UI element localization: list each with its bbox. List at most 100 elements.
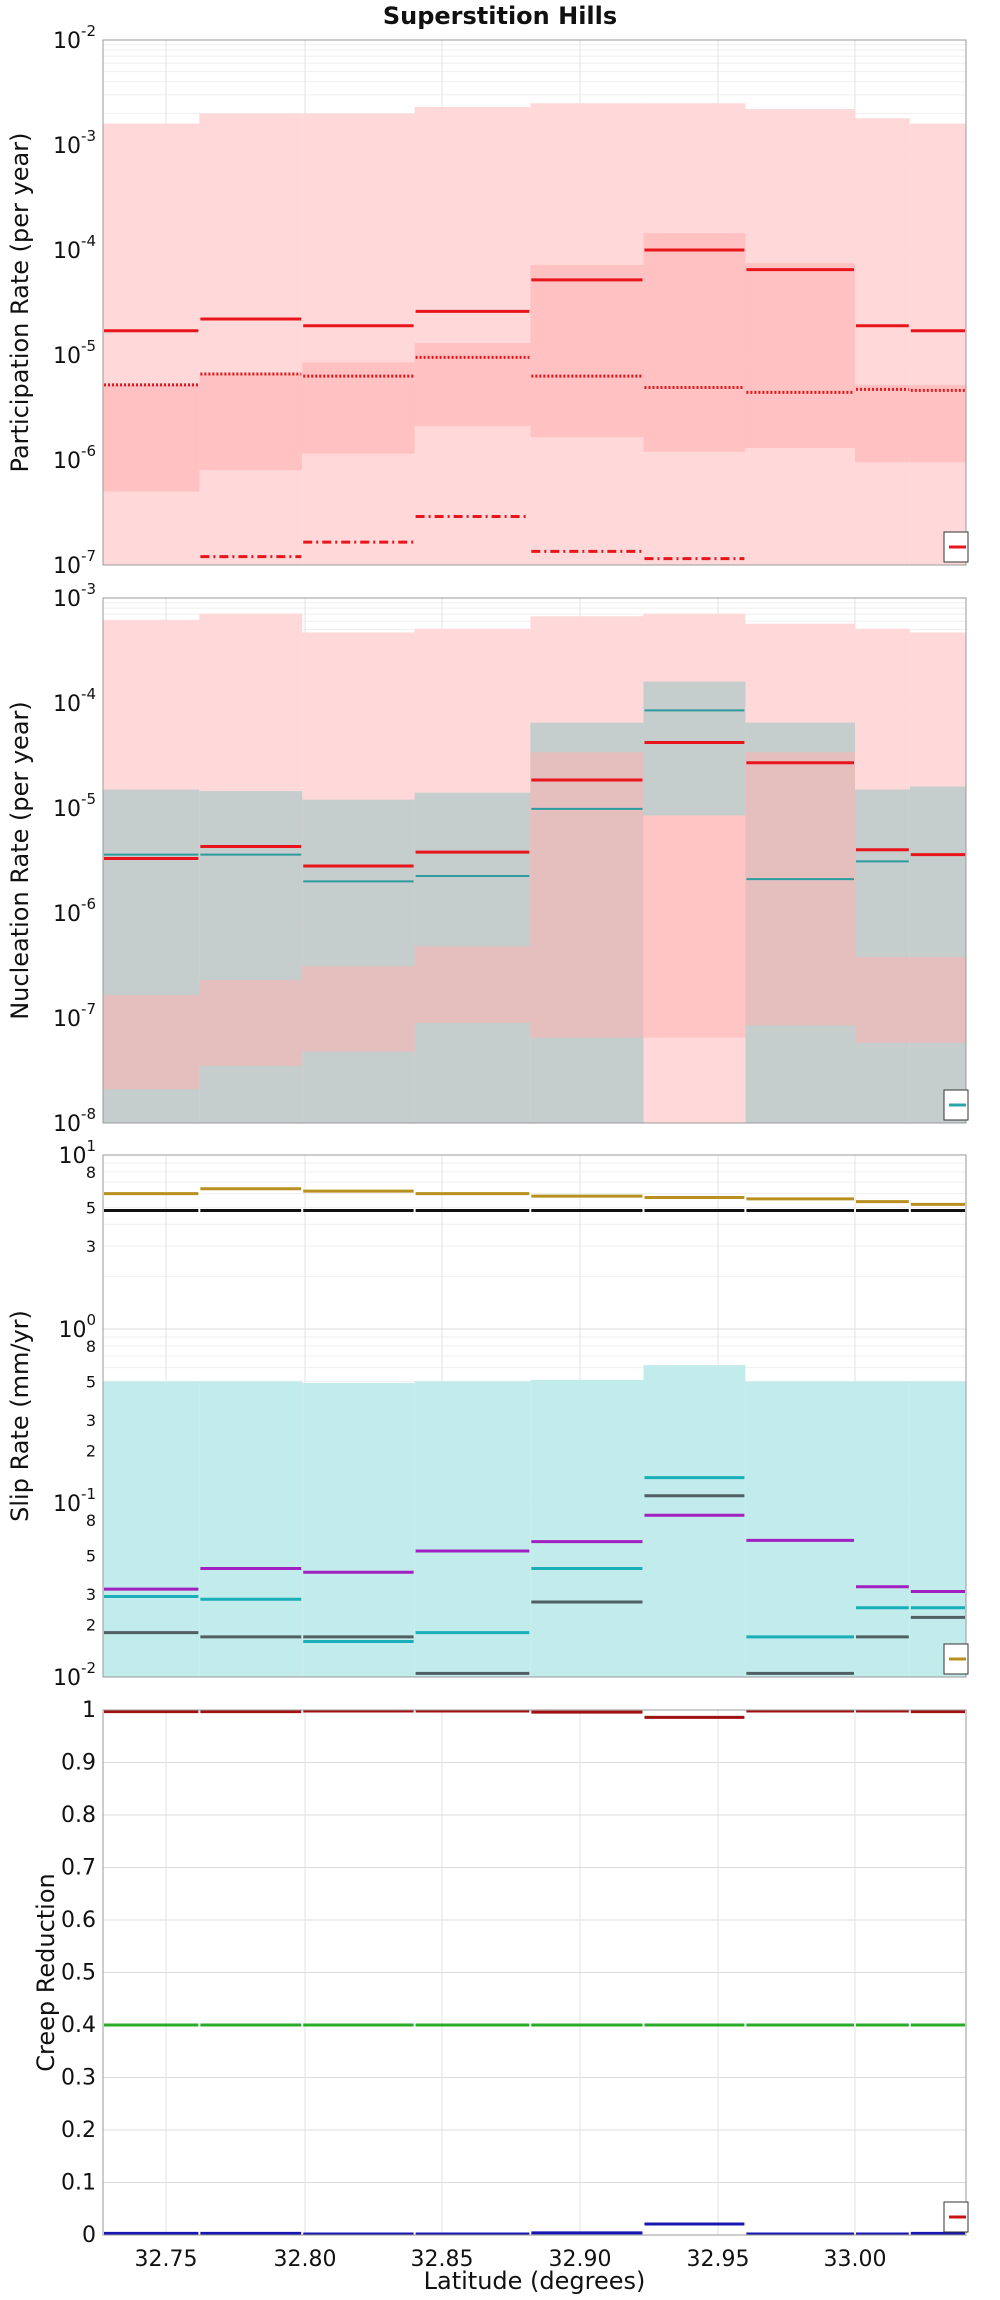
x-tick-label: 32.95 [687,2247,750,2272]
series-4 [104,1494,965,1675]
y-axis-label: Participation Rate (per year) [6,133,34,473]
y-tick-label: 10-7 [53,547,96,579]
legend [943,1089,969,1121]
band-segment [855,384,910,463]
band-segment [414,107,531,565]
band-segment [103,1381,200,1677]
y-tick-label: 10-6 [53,442,96,474]
y-tick-label: 10-7 [53,1000,96,1032]
y-tick-labels: 10-7 10-6 10-5 10-4 10-3 10-2 [53,22,96,579]
band-segment [745,263,855,449]
band-segment [643,815,746,1038]
legend [943,2201,969,2233]
y-tick-label: 10-4 [53,232,96,264]
y-minor-tick-label: 2 [86,1442,96,1461]
band-1 [103,1365,966,1677]
y-tick-label: 0.2 [61,2118,96,2143]
y-tick-label: 10-2 [53,1659,96,1691]
band-segment [199,113,303,566]
y-tick-label: 0.5 [61,1961,96,1986]
series-3 [104,2222,965,2236]
y-tick-label: 101 [58,1137,96,1169]
band-2 [103,233,966,492]
y-tick-label: 10-1 [53,1485,96,1517]
panel-4: 0 0.1 0.2 0.3 0.4 0.5 0.6 0.7 0.8 0.9 1 Creep Reduc… [32,1698,969,2295]
y-minor-tick-label: 2 [86,1616,96,1635]
band-segment [199,373,303,471]
y-tick-label: 10-5 [53,337,96,369]
y-tick-label: 10-5 [53,790,96,822]
series-5 [104,1513,965,1594]
legend [943,1643,969,1675]
band-segment [103,995,200,1090]
band-segment [855,957,910,1043]
band-segment [530,752,644,1038]
x-tick-label: 32.90 [549,2247,612,2272]
plot-frame [102,1154,967,1678]
band-segment [103,123,200,566]
y-tick-label: 10-3 [53,127,96,159]
band-segment [199,980,303,1066]
band-4 [643,681,746,816]
band-segment [643,681,746,816]
y-tick-label: 10-2 [53,22,96,54]
y-tick-label: 0 [82,2223,96,2248]
band-segment [909,957,966,1043]
panel-1: 10-7 10-6 10-5 10-4 10-3 10-2 Participation Ra… [6,22,969,579]
y-minor-tick-label: 5 [86,1372,96,1391]
y-tick-label: 0.1 [61,2171,96,2196]
band-segment [855,118,910,566]
band-segment [199,1381,303,1677]
band-segment [302,799,415,1123]
y-tick-label: 0.3 [61,2066,96,2091]
plot-frame [102,1709,967,2236]
y-minor-tick-label: 8 [86,1511,96,1530]
y-tick-label: 10-4 [53,685,96,717]
panel-2: 10-8 10-7 10-6 10-5 10-4 10-3 Nucleation Rate … [6,580,969,1137]
band-segment [302,362,415,454]
y-tick-label: 0.7 [61,1856,96,1881]
panels: 10-7 10-6 10-5 10-4 10-3 10-2 Participation Ra… [6,22,969,2295]
band-segment [302,966,415,1052]
y-axis-label: Slip Rate (mm/yr) [6,1310,34,1522]
series-1 [104,1709,965,1719]
series-1 [104,248,965,333]
series-1 [104,1187,965,1206]
band-segment [909,786,966,1123]
plot-frame [102,597,967,1124]
y-tick-labels: 10-2 10-1 100 101 2 3 5 8 2 3 5 8 3 5 8 [53,1137,96,1691]
band-segment [414,343,531,427]
band-segment [530,264,644,438]
band-segment [643,1365,746,1677]
y-minor-tick-label: 8 [86,1337,96,1356]
band-segment [909,1381,966,1677]
panel-3: 10-2 10-1 100 101 2 3 5 8 2 3 5 8 3 5 8 Slip Rate (mm/y… [6,1137,969,1691]
y-minor-tick-label: 3 [86,1237,96,1256]
y-minor-tick-label: 3 [86,1585,96,1604]
band-segment [909,123,966,566]
band-segment [302,113,415,566]
y-minor-tick-label: 5 [86,1198,96,1217]
band-segment [855,1381,910,1677]
band-segment [745,752,855,1026]
x-tick-labels: 32.75 32.80 32.85 32.90 32.95 33.00 [135,2247,887,2272]
y-tick-labels: 10-8 10-7 10-6 10-5 10-4 10-3 [53,580,96,1137]
band-segment [199,791,303,1123]
band-segment [530,1379,644,1677]
y-tick-label: 0.8 [61,1803,96,1828]
x-tick-label: 33.00 [824,2247,887,2272]
x-tick-label: 32.80 [274,2247,337,2272]
plot-frame [102,39,967,566]
y-axis-label: Creep Reduction [32,1873,60,2071]
band-segment [414,946,531,1023]
series-3 [104,1476,965,1643]
y-tick-labels: 0 0.1 0.2 0.3 0.4 0.5 0.6 0.7 0.8 0.9 1 [61,1698,96,2248]
y-minor-tick-label: 3 [86,1411,96,1430]
y-tick-label: 0.9 [61,1751,96,1776]
y-tick-label: 0.4 [61,2013,96,2038]
y-tick-label: 1 [82,1698,96,1723]
series-3 [200,514,745,561]
y-minor-tick-label: 5 [86,1546,96,1565]
band-segment [745,1381,855,1677]
